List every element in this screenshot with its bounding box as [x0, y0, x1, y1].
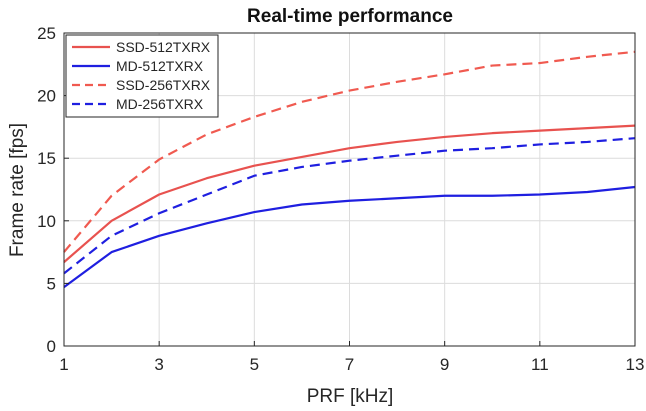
x-tick-label: 1	[59, 355, 68, 374]
legend-label: SSD-512TXRX	[116, 39, 211, 55]
x-axis-label: PRF [kHz]	[307, 386, 394, 407]
y-axis-label: Frame rate [fps]	[7, 123, 28, 257]
y-tick-label: 5	[47, 274, 56, 293]
x-tick-label: 11	[531, 355, 549, 374]
legend-label: MD-512TXRX	[116, 58, 204, 74]
legend-label: SSD-256TXRX	[116, 77, 211, 93]
y-tick-label: 25	[37, 24, 56, 43]
series-line	[63, 185, 636, 289]
series-line	[63, 137, 636, 275]
y-tick-label: 20	[37, 87, 56, 106]
x-tick-label: 5	[250, 355, 259, 374]
legend: SSD-512TXRX MD-512TXRX SSD-256TXRX MD-256TX…	[65, 34, 219, 118]
x-tick-label: 3	[154, 355, 163, 374]
legend-label: MD-256TXRX	[116, 96, 204, 112]
series-line	[63, 50, 636, 253]
series-line	[63, 124, 636, 263]
x-tick-label: 13	[626, 355, 645, 374]
y-tick-label: 15	[37, 149, 56, 168]
chart-title: Real-time performance	[247, 6, 453, 27]
y-tick-label: 0	[47, 337, 56, 356]
y-tick-label: 10	[37, 212, 56, 231]
series-lines	[63, 50, 636, 289]
x-tick-label: 9	[440, 355, 449, 374]
x-tick-label: 7	[345, 355, 354, 374]
